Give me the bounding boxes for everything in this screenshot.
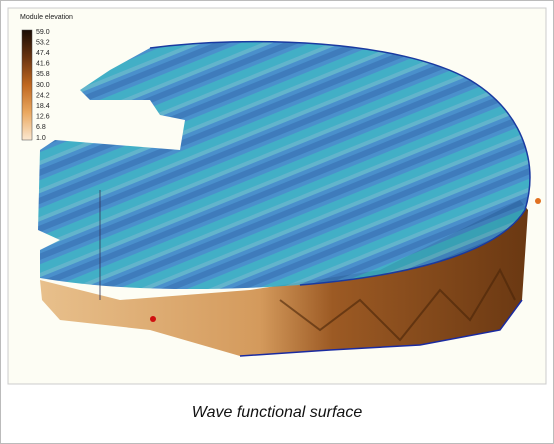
colorbar-tick-label: 24.2 (36, 92, 50, 99)
colorbar-tick-label: 12.6 (36, 114, 50, 121)
point-marker (535, 198, 541, 204)
colorbar-tick-label: 18.4 (36, 103, 50, 110)
colorbar-tick-label: 41.6 (36, 61, 50, 68)
colorbar-tick-label: 53.2 (36, 39, 50, 46)
colorbar-tick-label: 1.0 (36, 135, 46, 142)
colorbar-tick-label: 47.4 (36, 50, 50, 57)
colorbar-tick-label: 59.0 (36, 29, 50, 36)
colorbar-tick-label: 6.8 (36, 124, 46, 131)
point-marker (150, 316, 156, 322)
page: Module elevation 59.0 53.2 47.4 41.6 35.8 30.… (0, 0, 554, 444)
legend-title: Module elevation (20, 14, 73, 21)
wave-surface (38, 42, 530, 289)
colorbar-tick-label: 35.8 (36, 71, 50, 78)
colorbar-tick-label: 30.0 (36, 82, 50, 89)
caption: Wave functional surface (192, 404, 363, 421)
figure: Module elevation 59.0 53.2 47.4 41.6 35.8 30.… (0, 0, 554, 444)
colorbar (22, 30, 32, 140)
